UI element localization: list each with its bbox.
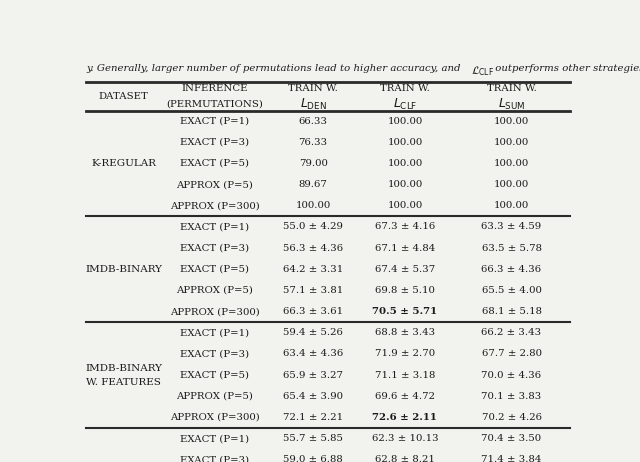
Text: 66.3 ± 4.36: 66.3 ± 4.36 (481, 265, 541, 274)
Text: 66.33: 66.33 (299, 117, 328, 126)
Text: 70.1 ± 3.83: 70.1 ± 3.83 (481, 392, 541, 401)
Text: 59.4 ± 5.26: 59.4 ± 5.26 (283, 328, 343, 337)
Text: INFERENCE: INFERENCE (182, 84, 248, 93)
Text: APPROX (P=300): APPROX (P=300) (170, 307, 260, 316)
Text: (PERMUTATIONS): (PERMUTATIONS) (166, 100, 263, 109)
Text: APPROX (P=5): APPROX (P=5) (177, 286, 253, 295)
Text: 65.5 ± 4.00: 65.5 ± 4.00 (481, 286, 541, 295)
Text: EXACT (P=1): EXACT (P=1) (180, 434, 250, 443)
Text: 72.1 ± 2.21: 72.1 ± 2.21 (283, 413, 343, 422)
Text: EXACT (P=1): EXACT (P=1) (180, 223, 250, 231)
Text: EXACT (P=3): EXACT (P=3) (180, 349, 250, 359)
Text: 100.00: 100.00 (387, 180, 422, 189)
Text: EXACT (P=3): EXACT (P=3) (180, 456, 250, 462)
Text: W. FEATURES: W. FEATURES (86, 378, 161, 387)
Text: 57.1 ± 3.81: 57.1 ± 3.81 (283, 286, 343, 295)
Text: 63.5 ± 5.78: 63.5 ± 5.78 (481, 243, 541, 253)
Text: 55.7 ± 5.85: 55.7 ± 5.85 (283, 434, 343, 443)
Text: 76.33: 76.33 (298, 138, 328, 147)
Text: 59.0 ± 6.88: 59.0 ± 6.88 (284, 456, 343, 462)
Text: 100.00: 100.00 (387, 159, 422, 168)
Text: 100.00: 100.00 (494, 201, 529, 210)
Text: 65.4 ± 3.90: 65.4 ± 3.90 (283, 392, 343, 401)
Text: 66.2 ± 3.43: 66.2 ± 3.43 (481, 328, 541, 337)
Text: 65.9 ± 3.27: 65.9 ± 3.27 (283, 371, 343, 380)
Text: EXACT (P=3): EXACT (P=3) (180, 243, 250, 253)
Text: K-REGULAR: K-REGULAR (91, 159, 156, 168)
Text: EXACT (P=5): EXACT (P=5) (180, 371, 250, 380)
Text: 70.4 ± 3.50: 70.4 ± 3.50 (481, 434, 541, 443)
Text: 62.8 ± 8.21: 62.8 ± 8.21 (375, 456, 435, 462)
Text: 67.1 ± 4.84: 67.1 ± 4.84 (375, 243, 435, 253)
Text: 69.8 ± 5.10: 69.8 ± 5.10 (375, 286, 435, 295)
Text: 89.67: 89.67 (299, 180, 328, 189)
Text: EXACT (P=5): EXACT (P=5) (180, 159, 250, 168)
Text: 67.3 ± 4.16: 67.3 ± 4.16 (375, 223, 435, 231)
Text: 100.00: 100.00 (296, 201, 331, 210)
Text: 70.0 ± 4.36: 70.0 ± 4.36 (481, 371, 541, 380)
Text: TRAIN W.: TRAIN W. (486, 84, 536, 93)
Text: 62.3 ± 10.13: 62.3 ± 10.13 (372, 434, 438, 443)
Text: outperforms other strategies.: outperforms other strategies. (492, 64, 640, 73)
Text: 69.6 ± 4.72: 69.6 ± 4.72 (375, 392, 435, 401)
Text: APPROX (P=5): APPROX (P=5) (177, 392, 253, 401)
Text: EXACT (P=1): EXACT (P=1) (180, 117, 250, 126)
Text: $L_{\mathrm{DEN}}$: $L_{\mathrm{DEN}}$ (300, 97, 326, 112)
Text: 64.2 ± 3.31: 64.2 ± 3.31 (283, 265, 343, 274)
Text: 100.00: 100.00 (387, 117, 422, 126)
Text: EXACT (P=3): EXACT (P=3) (180, 138, 250, 147)
Text: 72.6 ± 2.11: 72.6 ± 2.11 (372, 413, 437, 422)
Text: 100.00: 100.00 (387, 201, 422, 210)
Text: EXACT (P=5): EXACT (P=5) (180, 265, 250, 274)
Text: 79.00: 79.00 (299, 159, 328, 168)
Text: 71.1 ± 3.18: 71.1 ± 3.18 (374, 371, 435, 380)
Text: IMDB-BINARY: IMDB-BINARY (85, 265, 162, 274)
Text: $\mathcal{L}_{\mathrm{CLF}}$: $\mathcal{L}_{\mathrm{CLF}}$ (471, 64, 494, 78)
Text: $L_{\mathrm{CLF}}$: $L_{\mathrm{CLF}}$ (393, 97, 417, 112)
Text: DATASET: DATASET (99, 92, 148, 101)
Text: TRAIN W.: TRAIN W. (380, 84, 430, 93)
Text: 71.9 ± 2.70: 71.9 ± 2.70 (375, 349, 435, 359)
Text: 71.4 ± 3.84: 71.4 ± 3.84 (481, 456, 541, 462)
Text: APPROX (P=5): APPROX (P=5) (177, 180, 253, 189)
Text: 100.00: 100.00 (494, 117, 529, 126)
Text: 70.5 ± 5.71: 70.5 ± 5.71 (372, 307, 438, 316)
Text: 55.0 ± 4.29: 55.0 ± 4.29 (283, 223, 343, 231)
Text: 68.1 ± 5.18: 68.1 ± 5.18 (481, 307, 541, 316)
Text: IMDB-BINARY: IMDB-BINARY (85, 364, 162, 372)
Text: 63.3 ± 4.59: 63.3 ± 4.59 (481, 223, 541, 231)
Text: APPROX (P=300): APPROX (P=300) (170, 413, 260, 422)
Text: 100.00: 100.00 (494, 138, 529, 147)
Text: 100.00: 100.00 (494, 180, 529, 189)
Text: 70.2 ± 4.26: 70.2 ± 4.26 (481, 413, 541, 422)
Text: 68.8 ± 3.43: 68.8 ± 3.43 (375, 328, 435, 337)
Text: $L_{\mathrm{SUM}}$: $L_{\mathrm{SUM}}$ (498, 97, 525, 112)
Text: 67.7 ± 2.80: 67.7 ± 2.80 (481, 349, 541, 359)
Text: 100.00: 100.00 (387, 138, 422, 147)
Text: y. Generally, larger number of permutations lead to higher accuracy, and: y. Generally, larger number of permutati… (86, 64, 464, 73)
Text: APPROX (P=300): APPROX (P=300) (170, 201, 260, 210)
Text: 100.00: 100.00 (494, 159, 529, 168)
Text: 56.3 ± 4.36: 56.3 ± 4.36 (283, 243, 343, 253)
Text: 63.4 ± 4.36: 63.4 ± 4.36 (283, 349, 343, 359)
Text: 66.3 ± 3.61: 66.3 ± 3.61 (283, 307, 343, 316)
Text: TRAIN W.: TRAIN W. (288, 84, 338, 93)
Text: EXACT (P=1): EXACT (P=1) (180, 328, 250, 337)
Text: 67.4 ± 5.37: 67.4 ± 5.37 (375, 265, 435, 274)
